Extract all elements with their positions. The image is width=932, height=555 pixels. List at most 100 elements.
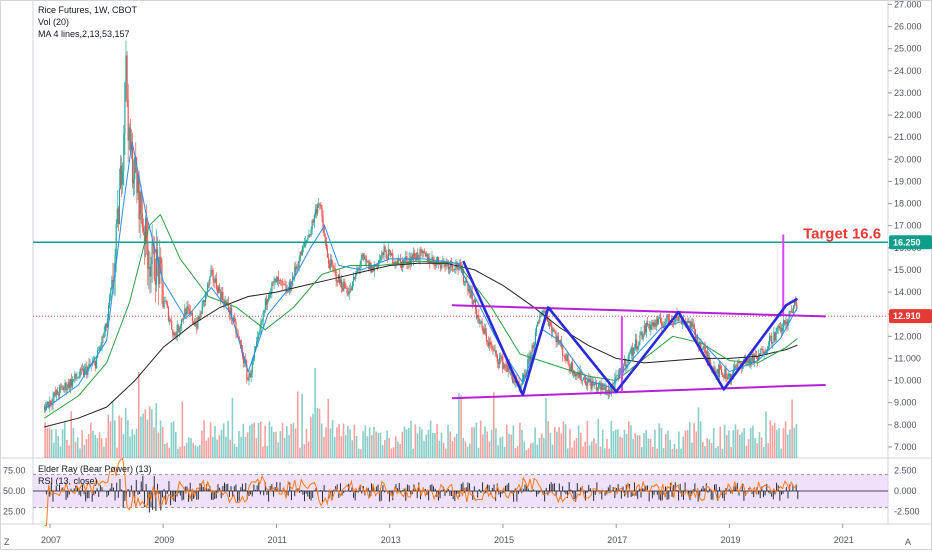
price-tick-label: 24.000 — [894, 66, 922, 76]
elder-ray-bar — [771, 491, 773, 497]
elder-ray-bar — [388, 491, 390, 502]
candle-body — [408, 258, 410, 265]
candle-body — [276, 277, 278, 283]
candle-body — [551, 324, 553, 333]
candle-body — [213, 280, 215, 283]
volume-bar — [497, 445, 499, 458]
zoom-reset-button[interactable]: Z — [4, 537, 10, 547]
volume-bar — [536, 444, 539, 458]
volume-bar — [203, 420, 205, 458]
volume-bar — [238, 430, 240, 458]
candle-body — [483, 328, 485, 334]
candle-body — [64, 382, 66, 388]
elder-ray-bar — [349, 491, 351, 493]
candle-body — [296, 266, 298, 270]
volume-bar — [198, 444, 201, 458]
candle-body — [506, 368, 508, 372]
elder-ray-bar — [439, 491, 441, 499]
elder-ray-bar — [181, 491, 183, 501]
candle-body — [392, 253, 394, 264]
volume-bar — [207, 437, 210, 458]
candle-body — [615, 375, 617, 378]
elder-ray-bar — [619, 490, 621, 491]
volume-bar — [159, 420, 162, 458]
volume-bar — [351, 440, 353, 458]
volume-bar — [632, 439, 634, 458]
volume-bar — [706, 438, 708, 458]
candle-body — [360, 259, 362, 265]
candle-body — [514, 380, 516, 383]
candle-body — [579, 371, 581, 379]
rsi-line — [44, 457, 796, 527]
volume-bar — [172, 421, 175, 458]
elder-ray-bar — [215, 491, 217, 499]
elder-ray-bar — [85, 491, 87, 502]
candle-body — [429, 257, 431, 264]
elder-ray-bar — [549, 484, 551, 491]
candle-body — [718, 365, 721, 377]
volume-bar — [551, 444, 554, 458]
volume-bar — [695, 431, 698, 458]
candle-body — [327, 257, 330, 264]
candle-body — [569, 367, 571, 371]
candle-body — [791, 311, 793, 313]
elder-ray-legend[interactable]: Elder Ray (Bear Power) (13) — [38, 464, 152, 474]
elder-ray-bar — [294, 491, 296, 497]
symbol-title[interactable]: Rice Futures, 1W, CBOT — [38, 5, 138, 15]
candle-body — [269, 294, 271, 298]
candle-body — [705, 351, 707, 354]
elder-ray-bar — [49, 491, 51, 497]
elder-ray-bar — [313, 490, 315, 491]
elder-ray-bar — [594, 491, 596, 495]
candle-body — [143, 231, 146, 245]
volume-bar — [440, 432, 443, 458]
candle-body — [190, 312, 192, 314]
candle-body — [789, 310, 791, 312]
volume-bar — [473, 427, 475, 458]
volume-bar — [388, 438, 391, 458]
volume-legend[interactable]: Vol (20) — [38, 17, 70, 27]
ma-legend[interactable]: MA 4 lines,2,13,53,157 — [38, 29, 130, 39]
volume-bar — [760, 437, 763, 458]
elder-ray-bar — [467, 482, 469, 491]
candle-body — [538, 321, 540, 323]
candle-body — [208, 283, 210, 285]
candle-body — [395, 261, 397, 264]
candle-body — [645, 322, 648, 333]
candle-body — [144, 217, 147, 245]
candle-body — [697, 336, 699, 344]
elder-ray-bar — [320, 489, 322, 491]
auto-scale-button[interactable]: A — [905, 537, 912, 547]
volume-bar — [560, 433, 563, 458]
candle-body — [114, 254, 116, 278]
elder-ray-bar — [679, 483, 681, 491]
rsi-legend[interactable]: RSI (13, close) — [38, 476, 98, 486]
candle-body — [171, 321, 173, 330]
elder-ray-bar — [80, 491, 82, 497]
candle-body — [603, 389, 605, 390]
elder-ray-bar — [702, 486, 704, 491]
elder-ray-bar — [361, 491, 363, 494]
candle-body — [78, 376, 80, 378]
volume-bar — [486, 431, 489, 458]
elder-ray-bar — [325, 491, 327, 492]
candle-body — [248, 373, 250, 381]
candle-body — [268, 297, 270, 300]
candle-body — [413, 253, 416, 258]
candle-body — [350, 288, 352, 290]
candle-body — [334, 268, 336, 272]
volume-bar — [105, 437, 107, 458]
volume-bar — [166, 442, 168, 458]
elder-ray-bar — [733, 485, 735, 491]
volume-bar — [220, 430, 223, 458]
volume-bar — [314, 367, 316, 458]
candle-body — [423, 251, 425, 254]
volume-bar — [791, 399, 793, 458]
elder-ray-bar — [558, 483, 560, 491]
indicator-right-tick: 2.500 — [894, 465, 917, 475]
candle-body — [215, 278, 217, 289]
elder-ray-bar — [189, 482, 191, 491]
candle-body — [438, 264, 441, 265]
